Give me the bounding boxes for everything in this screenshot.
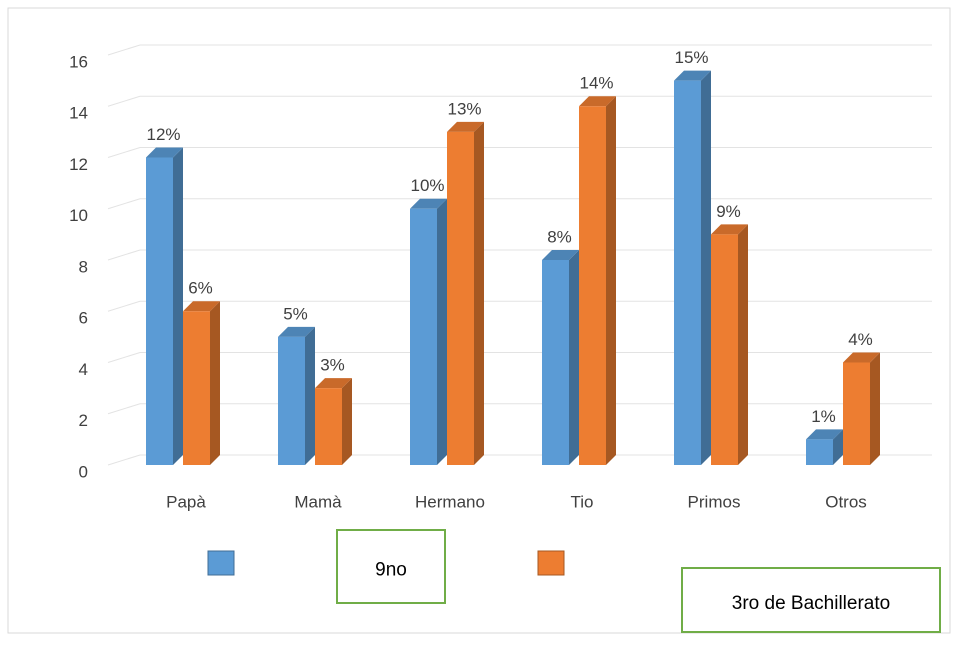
grid-line xyxy=(107,403,932,415)
bar xyxy=(674,80,701,465)
bar xyxy=(542,260,569,465)
bar-top xyxy=(843,352,880,363)
bar xyxy=(806,439,833,465)
data-label: 9% xyxy=(716,202,741,221)
bar-side xyxy=(738,224,748,465)
bar-group xyxy=(843,352,880,465)
bar-top xyxy=(674,70,711,81)
bar-side xyxy=(606,96,616,465)
data-label: 3% xyxy=(320,356,345,375)
bar-side xyxy=(833,429,843,465)
bar-group xyxy=(410,198,447,465)
bar-group xyxy=(278,326,315,465)
y-tick-label: 14 xyxy=(69,104,88,123)
y-tick-label: 16 xyxy=(69,52,88,71)
x-tick-label: Tio xyxy=(571,492,594,511)
bar xyxy=(315,388,342,465)
data-label: 12% xyxy=(146,125,180,144)
legend-box xyxy=(681,567,941,633)
y-tick-label: 8 xyxy=(79,257,88,276)
bar-side xyxy=(569,250,579,465)
bar-group xyxy=(711,224,748,465)
data-label: 10% xyxy=(410,176,444,195)
bar-side xyxy=(305,326,315,465)
bar-top xyxy=(410,198,447,209)
y-tick-label: 6 xyxy=(79,309,88,328)
data-label: 1% xyxy=(811,407,836,426)
bar-group xyxy=(183,301,220,465)
data-label: 14% xyxy=(579,74,613,93)
bar-side xyxy=(342,378,352,465)
bar-group xyxy=(315,378,352,465)
y-tick-label: 10 xyxy=(69,206,88,225)
bar-top xyxy=(183,301,220,312)
bar-group xyxy=(447,121,484,465)
bar-side xyxy=(870,352,880,465)
bar-top xyxy=(711,224,748,235)
bar-side xyxy=(210,301,220,465)
grid-line xyxy=(107,95,932,107)
bar-top xyxy=(579,96,616,107)
bar-group xyxy=(542,250,579,465)
grid-line xyxy=(107,300,932,312)
y-tick-label: 2 xyxy=(79,411,88,430)
bar xyxy=(447,131,474,465)
data-label: 13% xyxy=(447,99,481,118)
x-tick-label: Papà xyxy=(166,492,206,511)
x-tick-label: Primos xyxy=(688,492,741,511)
bar-top xyxy=(146,147,183,158)
grid-line xyxy=(107,249,932,261)
bar-side xyxy=(701,70,711,465)
grid-line xyxy=(107,454,932,466)
bar xyxy=(410,208,437,465)
data-label: 4% xyxy=(848,330,873,349)
y-tick-label: 12 xyxy=(69,155,88,174)
bar-side xyxy=(474,121,484,465)
data-label: 8% xyxy=(547,227,572,246)
y-tick-label: 0 xyxy=(79,462,88,481)
bar-group xyxy=(806,429,843,465)
legend-label: 9no xyxy=(375,560,407,581)
y-tick-label: 4 xyxy=(79,360,88,379)
grid-line xyxy=(107,198,932,210)
bar xyxy=(579,106,606,465)
legend-swatch xyxy=(207,550,235,576)
legend-swatch xyxy=(537,550,565,576)
bar-side xyxy=(437,198,447,465)
data-label: 5% xyxy=(283,304,308,323)
bar xyxy=(183,311,210,465)
legend-label: 3ro de Bachillerato xyxy=(732,593,890,614)
data-label: 6% xyxy=(188,279,213,298)
bar-group xyxy=(579,96,616,465)
bar-top xyxy=(278,326,315,337)
bar-top xyxy=(542,250,579,260)
bar-group xyxy=(674,70,711,465)
bar-top xyxy=(315,378,352,389)
bar-side xyxy=(173,147,183,465)
bar xyxy=(278,336,305,465)
bar xyxy=(146,157,173,465)
x-tick-label: Mamà xyxy=(294,492,342,511)
bar xyxy=(843,362,870,465)
data-label: 15% xyxy=(674,48,708,67)
x-tick-label: Otros xyxy=(825,492,867,511)
legend-box xyxy=(336,529,446,604)
bar xyxy=(711,234,738,465)
bar-group xyxy=(146,147,183,465)
grid-line xyxy=(107,147,932,158)
grid-line xyxy=(107,352,932,363)
bar-top xyxy=(447,121,484,132)
bar-top xyxy=(806,429,843,440)
grid-line xyxy=(107,44,932,56)
x-tick-label: Hermano xyxy=(415,492,485,511)
